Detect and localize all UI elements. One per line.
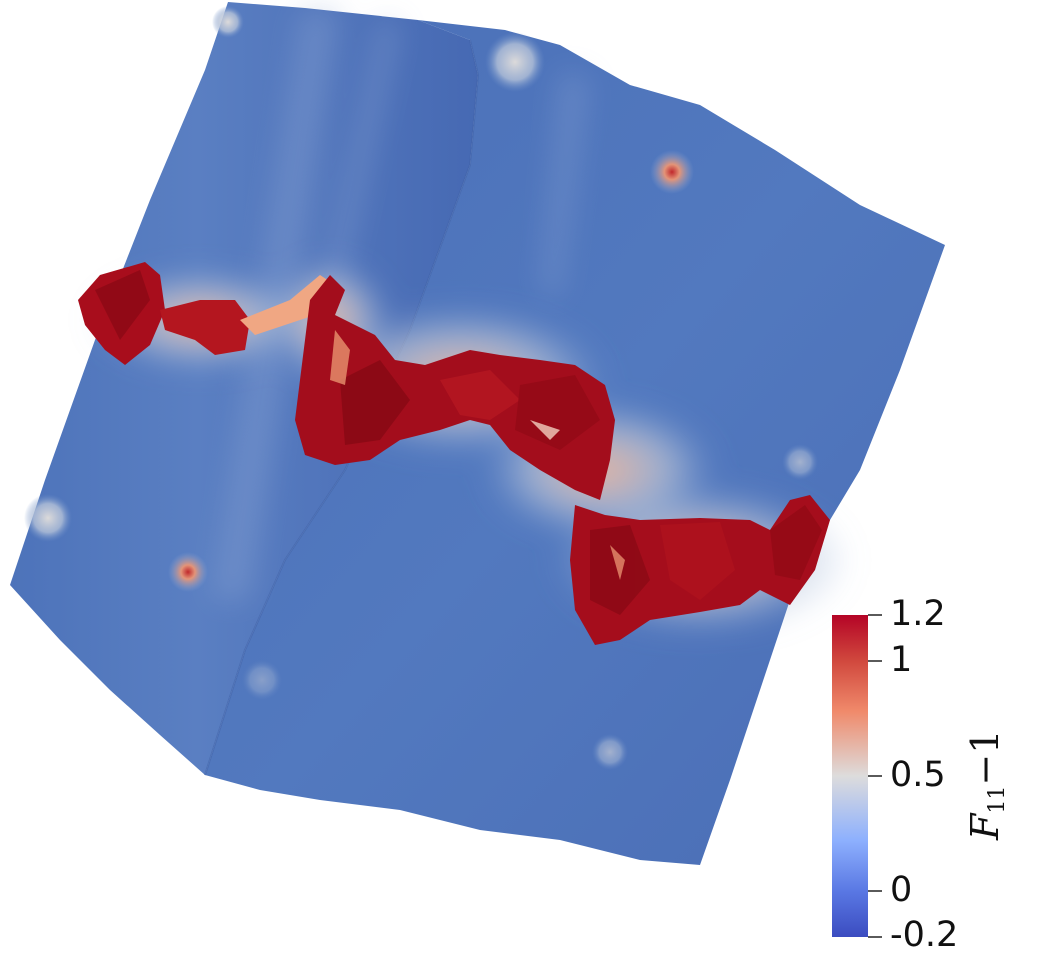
surface-spots [24, 6, 818, 770]
colorbar-tick-label: 1.2 [890, 594, 946, 634]
spot-bottom-left [242, 660, 282, 700]
colorbar-gradient [832, 615, 868, 937]
colorbar-tick-label: -0.2 [890, 915, 959, 955]
colorbar-ticks [868, 614, 882, 938]
colorbar-title: F11−1 [963, 729, 1010, 840]
spot-left-lower [168, 552, 208, 592]
band-facets [95, 270, 822, 615]
spot-top [485, 32, 545, 92]
spot-top-left [212, 6, 244, 38]
band-highlights [330, 330, 625, 580]
spot-left [24, 494, 72, 542]
spot-band-right [782, 444, 818, 480]
band-link-1 [160, 300, 250, 355]
colorbar-tick-label: 0.5 [890, 755, 946, 795]
colorbar-tick-label: 1 [890, 640, 913, 680]
colorbar-tick-label: 0 [890, 870, 913, 910]
spot-bottom [592, 734, 628, 770]
spot-right [650, 150, 694, 194]
band-link-2 [240, 275, 335, 335]
